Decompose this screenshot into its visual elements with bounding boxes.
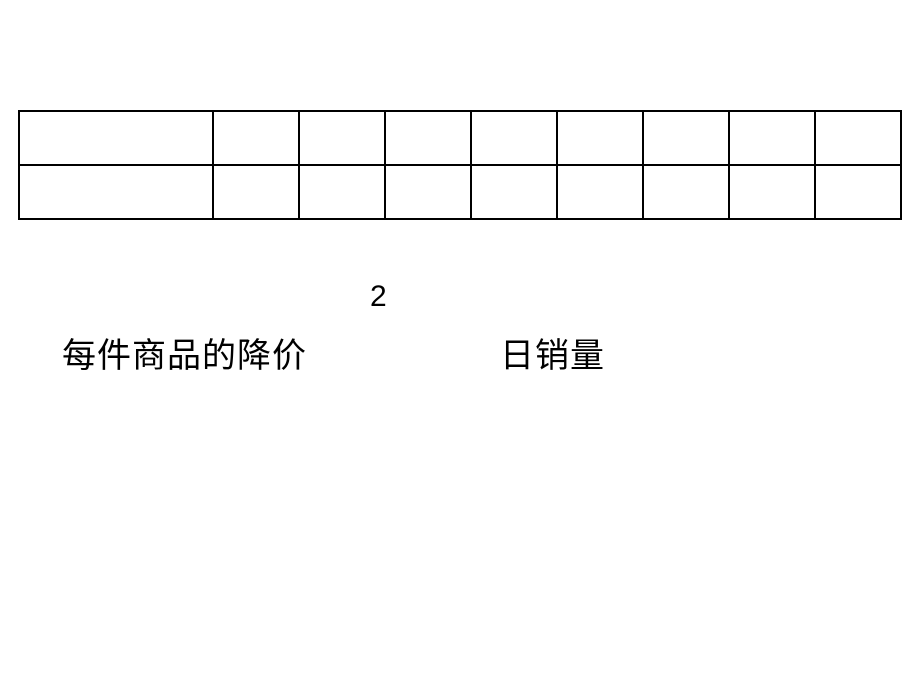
table-row — [19, 165, 901, 219]
table-cell — [557, 165, 643, 219]
table-cell — [385, 165, 471, 219]
table-cell — [729, 165, 815, 219]
table-cell — [729, 111, 815, 165]
label-price-reduction: 每件商品的降价 — [62, 328, 307, 377]
table-cell — [213, 111, 299, 165]
table-cell — [385, 111, 471, 165]
table-cell — [299, 111, 385, 165]
table-cell — [643, 111, 729, 165]
table-cell — [557, 111, 643, 165]
superscript-text: 2 — [370, 280, 387, 314]
table-cell — [213, 165, 299, 219]
data-table — [18, 110, 902, 220]
table-row — [19, 111, 901, 165]
table-cell — [19, 111, 213, 165]
table-cell — [471, 111, 557, 165]
table-cell — [815, 165, 901, 219]
table-cell — [471, 165, 557, 219]
table-cell — [643, 165, 729, 219]
table-cell — [299, 165, 385, 219]
table-cell — [815, 111, 901, 165]
label-daily-sales: 日销量 — [500, 328, 605, 377]
table-cell — [19, 165, 213, 219]
grid-table — [18, 110, 902, 220]
